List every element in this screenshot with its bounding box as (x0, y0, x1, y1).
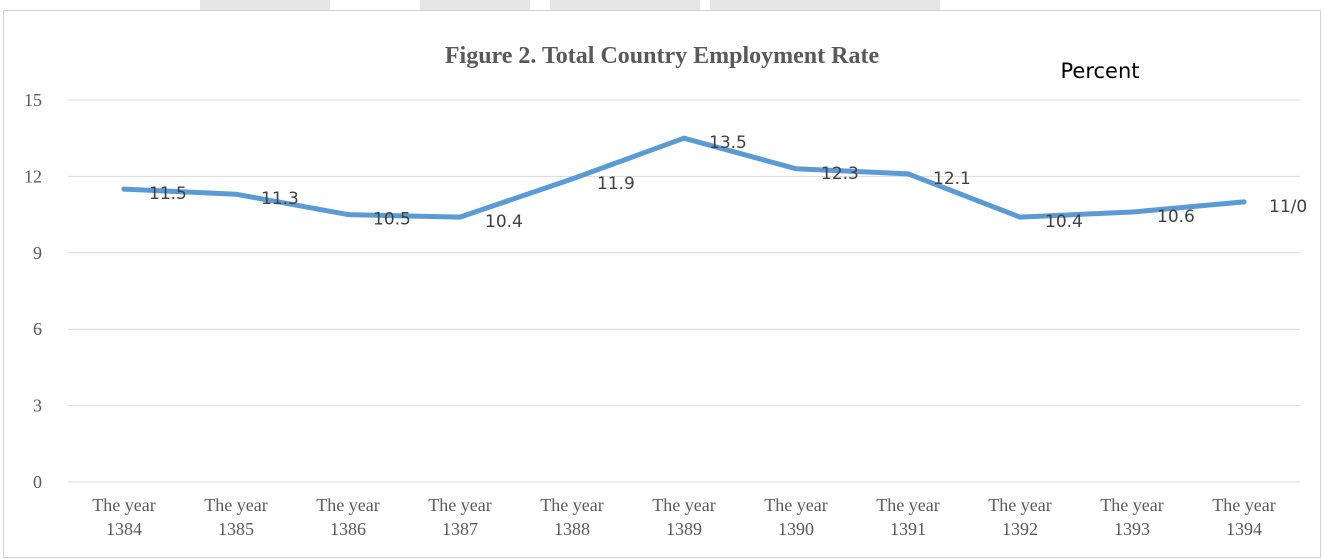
data-label: 11.5 (149, 184, 187, 204)
x-tick-label: 1391 (890, 519, 926, 539)
data-point (345, 212, 351, 218)
data-point (793, 166, 799, 172)
data-label: 10.4 (1045, 212, 1083, 232)
top-bar-segment (550, 0, 700, 10)
y-tick-label: 0 (33, 472, 42, 492)
data-label: 10.6 (1157, 207, 1195, 227)
data-point (457, 214, 463, 220)
top-bar-segment (200, 0, 330, 10)
x-tick-label: The year (988, 495, 1051, 515)
data-point (1129, 209, 1135, 215)
x-tick-label: 1386 (330, 519, 366, 539)
unit-label: Percent (1060, 59, 1139, 83)
x-tick-label: The year (204, 495, 267, 515)
data-point (1017, 214, 1023, 220)
x-tick-label: The year (764, 495, 827, 515)
data-point (233, 191, 239, 197)
data-point (905, 171, 911, 177)
y-tick-label: 3 (33, 396, 42, 416)
y-tick-label: 6 (33, 319, 42, 339)
top-bar-segment (710, 0, 940, 10)
x-tick-label: 1385 (218, 519, 254, 539)
x-tick-label: The year (876, 495, 939, 515)
x-tick-label: 1384 (106, 519, 142, 539)
data-label: 13.5 (709, 133, 747, 153)
y-tick-label: 12 (24, 166, 42, 186)
x-tick-label: The year (428, 495, 491, 515)
x-tick-label: 1388 (554, 519, 590, 539)
data-label: 11.3 (261, 189, 299, 209)
x-tick-label: The year (92, 495, 155, 515)
x-tick-label: 1393 (1114, 519, 1150, 539)
x-tick-label: 1392 (1002, 519, 1038, 539)
data-label: 10.5 (373, 210, 411, 230)
top-bar-segment (420, 0, 530, 10)
data-label: 11.9 (597, 174, 635, 194)
data-label: 10.4 (485, 212, 523, 232)
y-tick-label: 15 (24, 90, 42, 110)
chart-frame (3, 10, 1321, 558)
x-tick-label: The year (1100, 495, 1163, 515)
data-point (569, 176, 575, 182)
data-point (681, 135, 687, 141)
data-label: 12.3 (821, 164, 859, 184)
x-tick-label: The year (652, 495, 715, 515)
data-label: 12.1 (933, 169, 971, 189)
x-tick-label: 1390 (778, 519, 814, 539)
data-label: 11/0 (1269, 197, 1307, 217)
x-tick-label: 1394 (1226, 519, 1262, 539)
data-point (121, 186, 127, 192)
x-tick-label: 1387 (442, 519, 478, 539)
x-tick-label: The year (1212, 495, 1275, 515)
chart-title: Figure 2. Total Country Employment Rate (445, 43, 880, 69)
x-tick-label: 1389 (666, 519, 702, 539)
data-point (1241, 199, 1247, 205)
x-tick-label: The year (316, 495, 379, 515)
y-tick-label: 9 (33, 243, 42, 263)
x-tick-label: The year (540, 495, 603, 515)
